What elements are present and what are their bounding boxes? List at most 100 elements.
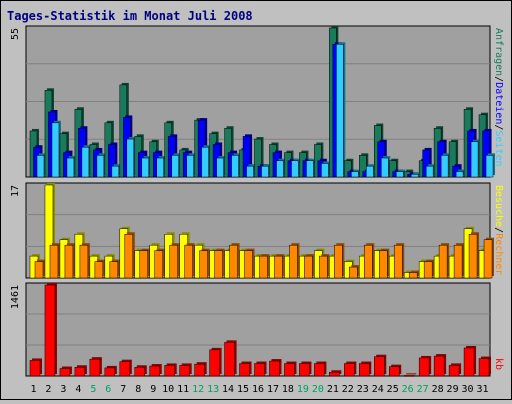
legend-entry: / (493, 227, 504, 233)
bar-seiten-day-27 (425, 165, 434, 178)
bar-seiten-day-19 (306, 160, 314, 178)
legend-2: Besuche/Rechner (493, 185, 504, 275)
bar-rechner-day-5 (94, 261, 104, 279)
x-axis-day-label: 28 (432, 384, 444, 395)
bar-rechner-day-20 (319, 255, 328, 279)
x-axis-day-label: 19 (297, 384, 309, 395)
bar-seiten-day-23 (366, 165, 374, 178)
bar-kb-day-17 (269, 360, 280, 377)
bar-seiten-day-26 (410, 174, 419, 178)
bar-kb-day-27 (418, 357, 430, 377)
bar-kb-day-24 (374, 356, 385, 377)
x-axis-day-label: 4 (75, 384, 81, 395)
legend-entry: Besuche (493, 185, 504, 227)
bar-kb-day-2 (44, 284, 56, 377)
bar-seiten-day-5 (96, 155, 105, 178)
x-axis-day-label: 30 (462, 384, 474, 395)
bar-kb-day-9 (149, 365, 160, 377)
bar-seiten-day-4 (81, 146, 90, 178)
bar-rechner-day-8 (139, 250, 149, 279)
bar-seiten-day-9 (156, 157, 164, 178)
x-axis-day-label: 24 (372, 384, 384, 395)
bar-rechner-day-18 (289, 244, 298, 279)
bar-seiten-day-24 (381, 157, 389, 178)
bar-seiten-day-17 (276, 160, 284, 178)
bar-seiten-day-8 (141, 157, 150, 178)
bar-seiten-day-7 (126, 138, 135, 178)
y-axis-max-label: 55 (10, 28, 21, 40)
bar-kb-day-1 (29, 360, 41, 377)
bar-kb-day-12 (194, 363, 205, 377)
bar-kb-day-14 (224, 342, 235, 377)
bar-rechner-day-6 (109, 261, 119, 279)
bar-rechner-day-26 (408, 272, 418, 279)
bar-rechner-day-29 (453, 244, 463, 279)
x-axis-day-label: 18 (282, 384, 294, 395)
bar-rechner-day-25 (393, 244, 403, 279)
legend-entry: Anfragen (493, 28, 504, 76)
bar-kb-day-29 (448, 365, 460, 377)
x-axis-day-label: 29 (447, 384, 459, 395)
x-axis-day-label: 17 (267, 384, 279, 395)
x-axis-day-label: 10 (162, 384, 174, 395)
bar-kb-day-18 (284, 363, 295, 377)
bar-rechner-day-2 (49, 244, 59, 279)
bar-seiten-day-31 (485, 155, 494, 178)
x-axis-day-label: 7 (120, 384, 126, 395)
bar-rechner-day-19 (304, 255, 313, 279)
bar-kb-day-7 (119, 361, 131, 377)
bar-kb-day-22 (344, 363, 355, 377)
bar-rechner-day-1 (34, 261, 44, 279)
x-axis-day-label: 21 (327, 384, 339, 395)
bar-rechner-day-30 (468, 233, 478, 279)
bar-kb-day-26 (403, 375, 415, 377)
bar-kb-day-6 (104, 367, 116, 377)
bar-kb-day-31 (478, 358, 490, 377)
x-axis-day-label: 25 (387, 384, 399, 395)
y-axis-max-label: 17 (10, 185, 21, 197)
bar-seiten-day-2 (51, 122, 60, 178)
bar-rechner-day-14 (229, 244, 238, 279)
bar-seiten-day-21 (336, 44, 344, 178)
bar-seiten-day-3 (66, 157, 75, 178)
x-axis-day-label: 14 (222, 384, 234, 395)
bar-kb-day-20 (314, 363, 325, 377)
bar-rechner-day-23 (364, 244, 373, 279)
bar-rechner-day-7 (124, 233, 134, 279)
bar-rechner-day-13 (214, 250, 223, 279)
bar-rechner-day-17 (274, 255, 283, 279)
bar-rechner-day-10 (169, 244, 178, 279)
bar-kb-day-8 (134, 367, 146, 377)
bar-kb-day-23 (359, 363, 370, 377)
bar-seiten-day-25 (395, 171, 404, 178)
legend-entry: Seiten (493, 130, 504, 166)
bar-kb-day-28 (433, 355, 445, 377)
legend-entry: kb (493, 358, 504, 370)
bar-seiten-day-20 (321, 163, 329, 178)
bar-seiten-day-1 (36, 155, 45, 178)
bar-seiten-day-10 (171, 155, 179, 178)
bar-seiten-day-12 (201, 146, 209, 178)
bar-seiten-day-14 (231, 155, 239, 178)
bar-kb-day-25 (388, 366, 400, 377)
bar-rechner-day-11 (184, 244, 193, 279)
bar-kb-day-21 (329, 372, 340, 377)
bar-rechner-day-28 (438, 244, 448, 279)
bar-kb-day-3 (59, 368, 71, 377)
x-axis-day-label: 26 (402, 384, 414, 395)
bar-rechner-day-4 (79, 244, 89, 279)
bar-seiten-day-6 (111, 165, 120, 178)
bar-rechner-day-15 (244, 250, 253, 279)
x-axis-day-label: 11 (177, 384, 189, 395)
bar-seiten-day-18 (291, 160, 299, 178)
x-axis-day-label: 20 (312, 384, 324, 395)
legend-entry: Dateien (493, 82, 504, 124)
x-axis-day-label: 6 (105, 384, 111, 395)
bar-seiten-day-11 (186, 155, 194, 178)
legend-1: Anfragen/Dateien/Seiten (493, 28, 504, 167)
bar-rechner-day-22 (349, 266, 358, 279)
x-axis-day-label: 27 (417, 384, 429, 395)
x-axis-day-label: 23 (357, 384, 369, 395)
x-axis-day-label: 8 (135, 384, 141, 395)
